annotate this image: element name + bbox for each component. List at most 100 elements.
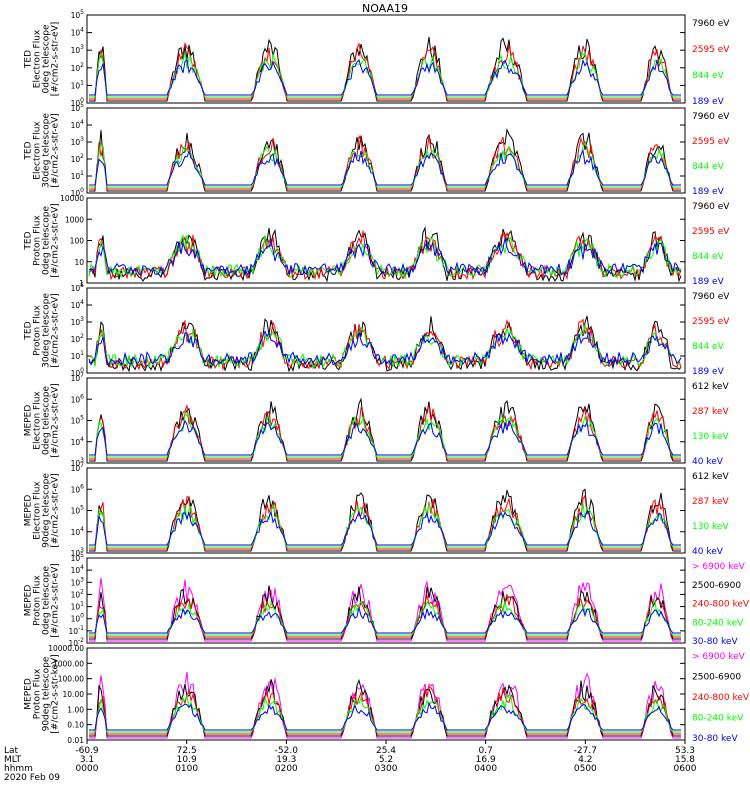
legend-entry: 612 keV [692, 472, 729, 482]
series-7960-ev-line [88, 315, 682, 373]
y-tick-label: 103 [71, 457, 85, 468]
legend-entry: > 6900 keV [692, 562, 746, 572]
series-189-ev-line [88, 237, 682, 277]
legend-entry: 287 keV [692, 407, 729, 417]
legend-entry: 80-240 keV [692, 714, 744, 724]
x-tick-lat: -60.9 [75, 746, 99, 756]
x-tick-mlt: 15.8 [675, 755, 695, 765]
panel-frame [86, 377, 686, 464]
x-tick-lat: 72.5 [177, 746, 197, 756]
legend-entry: > 6900 keV [692, 652, 746, 662]
y-tick-label: 105 [71, 552, 85, 563]
y-tick-label: 0.10 [67, 721, 84, 730]
y-tick-label: 107 [71, 462, 85, 473]
y-tick-label: 102 [71, 333, 85, 344]
x-tick-lat: 25.4 [376, 746, 396, 756]
y-tick-label: 103 [71, 316, 85, 327]
series-40-kev-line [89, 419, 681, 456]
series-287-kev-line [89, 403, 681, 460]
y-tick-label: 100 [70, 237, 85, 246]
legend-entry: 130 keV [692, 432, 729, 442]
panel-4: 100 101 102 103 104 105 TEDProton Flux30deg te… [24, 282, 731, 378]
y-tick-label: 10 [74, 258, 84, 267]
y-tick-label: 106 [71, 483, 85, 494]
y-tick-label: 1 [79, 279, 84, 288]
y-axis-label: MEPEDProton Flux0deg telescope[#/cm2-s-s… [24, 563, 61, 638]
series-189-ev-line [89, 148, 681, 186]
panel-frame [86, 107, 686, 194]
x-tick-mlt: 19.3 [276, 755, 296, 765]
series-130-kev-line [89, 410, 681, 458]
legend-entry: 40 keV [692, 457, 724, 467]
series-189-ev-line [89, 58, 681, 96]
y-tick-label: 101 [71, 350, 85, 361]
x-tick-lat: 0.7 [479, 746, 493, 756]
legend-entry: 7960 eV [692, 112, 730, 122]
legend-entry: 40 keV [692, 547, 724, 557]
panel-6: 103 104 105 106 107 MEPEDElectron Flux90deg t… [24, 462, 730, 558]
y-axis-label: MEPEDProton Flux90deg telescope[#/cm2-s-… [24, 654, 61, 733]
x-tick-mlt: 3.1 [80, 755, 94, 765]
y-tick-label: 104 [71, 27, 85, 38]
y-tick-label: 107 [71, 372, 85, 383]
panel-frame [86, 14, 686, 104]
y-tick-label: 103 [71, 547, 85, 558]
y-tick-label: 103 [71, 576, 85, 587]
y-tick-label: 10000 [60, 194, 84, 203]
y-tick-label: 100 [71, 367, 85, 378]
y-tick-label: 103 [71, 44, 85, 55]
legend-entry: 30-80 keV [692, 734, 738, 744]
legend-entry: 130 keV [692, 522, 729, 532]
y-axis-label: TEDElectron Flux30deg telescope[#/cm2-s-… [24, 113, 61, 188]
series-240-800-kev-line [89, 685, 681, 735]
y-tick-label: 102 [71, 588, 85, 599]
series-2595-ev-line [89, 134, 681, 190]
y-tick-label: 101 [71, 79, 85, 90]
footer-row-label: Lat [4, 746, 19, 756]
y-tick-label: 104 [71, 564, 85, 575]
legend-entry: 844 eV [692, 71, 725, 81]
y-tick-label: 103 [71, 136, 85, 147]
y-tick-label: 105 [71, 415, 85, 426]
y-tick-label: 101 [71, 170, 85, 181]
x-tick-mlt: 10.9 [177, 755, 197, 765]
series-844-ev-line [89, 141, 681, 188]
y-tick-label: 102 [71, 62, 85, 73]
legend-entry: 240-800 keV [692, 600, 750, 610]
x-tick-hhmm: 0100 [175, 764, 198, 774]
series-2595-ev-line [88, 230, 682, 281]
legend-entry: 2500-6900 [692, 673, 741, 683]
x-tick-hhmm: 0000 [76, 764, 99, 774]
panel-5: 103 104 105 106 107 MEPEDElectron Flux0deg te… [24, 372, 730, 468]
x-tick-hhmm: 0400 [474, 764, 497, 774]
y-tick-label: 105 [71, 505, 85, 516]
y-tick-label: 104 [71, 526, 85, 537]
footer-row-label: hhmm [4, 764, 33, 774]
x-tick-lat: -52.0 [275, 746, 299, 756]
legend-entry: 2595 eV [692, 317, 730, 327]
y-tick-label: 106 [71, 393, 85, 404]
panel-8: 0.01 0.10 1.00 10.00 100.00 1000.00 10000.00ME… [24, 644, 750, 745]
series-2500-6900-line [89, 678, 681, 737]
legend-entry: 80-240 keV [692, 618, 744, 628]
series-612-kev-line [89, 488, 681, 552]
series-80-240-kev-line [89, 692, 681, 733]
series-7960-ev-line [89, 127, 681, 192]
x-tick-lat: 53.3 [675, 746, 695, 756]
y-tick-label: 104 [71, 299, 85, 310]
y-tick-label: 1000.00 [53, 659, 84, 668]
y-tick-label: 1.00 [67, 705, 84, 714]
series-2595-ev-line [89, 41, 681, 100]
panel-frame [86, 557, 686, 644]
legend-entry: 189 eV [692, 97, 725, 107]
legend-entry: 287 keV [692, 497, 729, 507]
y-tick-label: 10.00 [63, 690, 85, 699]
x-tick-mlt: 4.2 [578, 755, 592, 765]
y-axis-label: MEPEDElectron Flux0deg telescope[#/cm2-s… [24, 383, 61, 458]
y-axis-label: MEPEDElectron Flux90deg telescope[#/cm2-… [24, 473, 61, 548]
y-tick-label: 105 [71, 9, 85, 20]
footer-row-label: 2020 Feb 09 [4, 773, 60, 783]
y-tick-label: 10000.00 [48, 644, 84, 653]
legend-entry: 2500-6900 [692, 581, 741, 591]
footer-row-label: MLT [4, 755, 22, 765]
